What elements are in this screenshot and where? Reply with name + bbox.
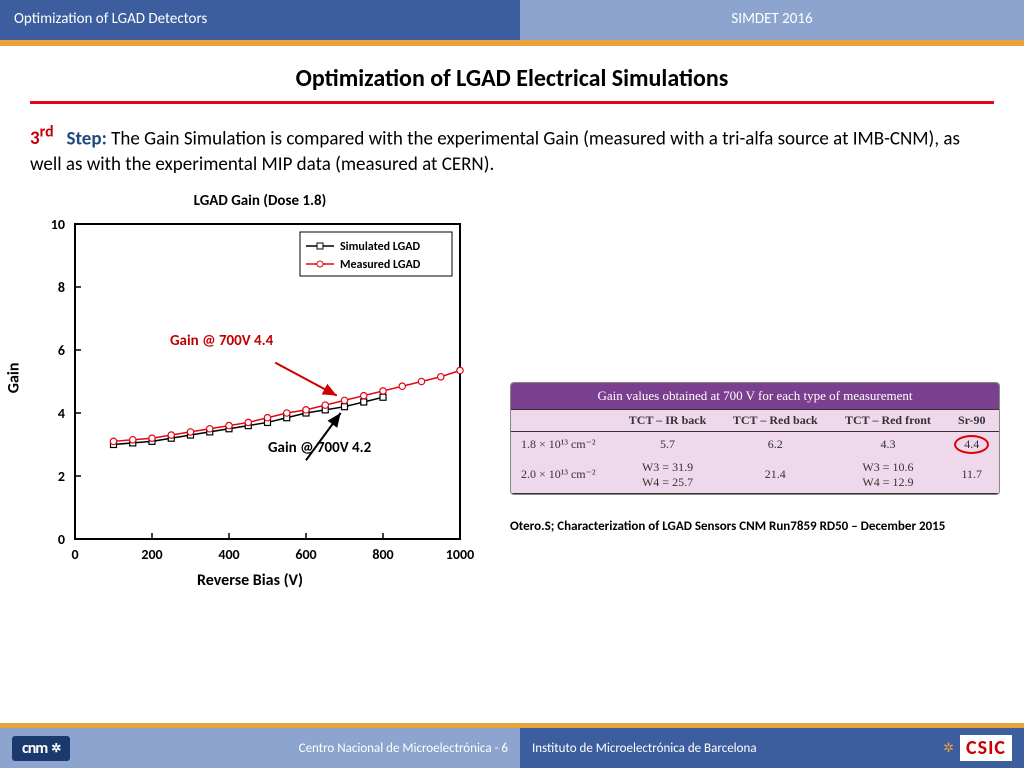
slide-title: Optimization of LGAD Electrical Simulati… bbox=[0, 64, 1024, 93]
step-label: Step: bbox=[66, 127, 106, 150]
svg-text:4: 4 bbox=[58, 405, 65, 422]
svg-text:600: 600 bbox=[295, 546, 316, 563]
footer-row: cnm ✲ Centro Nacional de Microelectrónic… bbox=[0, 728, 1024, 768]
citation: Otero.S; Characterization of LGAD Sensor… bbox=[510, 519, 1004, 536]
chart-wrap: 0 200 400 600 800 1000 0 2 4 6 8 10 Simulated LGAD Me… bbox=[20, 214, 480, 584]
svg-text:2: 2 bbox=[58, 468, 65, 485]
slide-header: Optimization of LGAD Detectors SIMDET 20… bbox=[0, 0, 1024, 40]
csic-logo: CSIC bbox=[960, 735, 1012, 761]
svg-text:800: 800 bbox=[372, 546, 393, 563]
footer-left-text: Centro Nacional de Microelectrónica - 6 bbox=[299, 741, 508, 756]
gain-table-wrap: Gain values obtained at 700 V for each t… bbox=[510, 382, 1000, 495]
orange-divider bbox=[0, 40, 1024, 46]
annot-red: Gain @ 700V 4.4 bbox=[170, 332, 273, 350]
svg-text:Measured LGAD: Measured LGAD bbox=[340, 258, 421, 272]
header-right: SIMDET 2016 bbox=[520, 0, 1024, 40]
svg-text:1000: 1000 bbox=[446, 546, 474, 563]
svg-text:8: 8 bbox=[58, 279, 65, 296]
svg-text:10: 10 bbox=[51, 216, 65, 233]
csic-logo-wrap: ✲ CSIC bbox=[943, 735, 1012, 761]
table-column: Gain values obtained at 700 V for each t… bbox=[500, 192, 1004, 584]
footer-right-text: Instituto de Microelectrónica de Barcelo… bbox=[532, 741, 757, 756]
step-description: 3rd Step: The Gain Simulation is compare… bbox=[30, 122, 994, 178]
svg-text:400: 400 bbox=[218, 546, 239, 563]
gain-chart: 0 200 400 600 800 1000 0 2 4 6 8 10 Simulated LGAD Me… bbox=[20, 214, 480, 584]
footer-left: cnm ✲ Centro Nacional de Microelectrónic… bbox=[0, 728, 520, 768]
header-left: Optimization of LGAD Detectors bbox=[0, 0, 520, 40]
cnm-logo: cnm ✲ bbox=[12, 736, 70, 761]
svg-text:200: 200 bbox=[141, 546, 162, 563]
star-icon: ✲ bbox=[943, 741, 954, 756]
gain-table: TCT – IR backTCT – Red backTCT – Red fro… bbox=[511, 409, 999, 494]
svg-text:Simulated LGAD: Simulated LGAD bbox=[340, 240, 421, 254]
chart-ylabel: Gain bbox=[5, 362, 24, 393]
gain-table-title: Gain values obtained at 700 V for each t… bbox=[511, 383, 999, 409]
slide-footer: cnm ✲ Centro Nacional de Microelectrónic… bbox=[0, 723, 1024, 768]
chart-title: LGAD Gain (Dose 1.8) bbox=[20, 192, 500, 210]
svg-text:0: 0 bbox=[58, 531, 65, 548]
footer-right: Instituto de Microelectrónica de Barcelo… bbox=[520, 728, 1024, 768]
chart-xlabel: Reverse Bias (V) bbox=[197, 571, 303, 590]
annot-black: Gain @ 700V 4.2 bbox=[268, 439, 371, 457]
svg-text:6: 6 bbox=[58, 342, 65, 359]
red-underline bbox=[30, 101, 994, 104]
svg-text:0: 0 bbox=[71, 546, 78, 563]
step-ordinal: 3rd bbox=[30, 127, 54, 150]
content-row: LGAD Gain (Dose 1.8) 0 200 400 600 800 1000 0 2… bbox=[20, 192, 1004, 584]
step-text: The Gain Simulation is compared with the… bbox=[30, 127, 960, 176]
chart-column: LGAD Gain (Dose 1.8) 0 200 400 600 800 1000 0 2… bbox=[20, 192, 500, 584]
